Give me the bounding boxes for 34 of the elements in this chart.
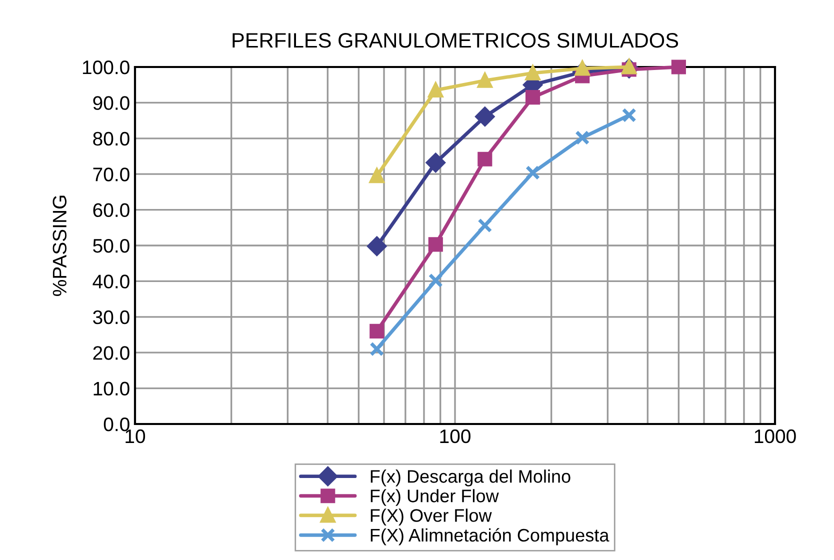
y-axis-title: %PASSING [52,196,67,296]
point [622,108,636,122]
x-tick-label: 100 [440,429,470,444]
chart-title: PERFILES GRANULOMETRICOS SIMULADOS [232,33,678,48]
y-tick-label: 80.0 [93,132,130,146]
y-tick-label: 60.0 [93,203,130,218]
y-tick-label: 20.0 [93,346,130,360]
point [478,152,492,166]
legend-label: F(X) Alimnetación Compuesta [370,528,610,546]
y-tick-label: 90.0 [93,96,130,110]
legend-label: F(x) Under Flow [370,489,499,506]
legend-label: F(x) Descarga del Molino [370,470,570,486]
y-tick-label: 40.0 [92,274,130,288]
y-tick-label: 70.0 [93,168,130,182]
y-tick-label: 50.0 [93,238,130,253]
y-tick-label: 10.0 [94,382,130,396]
x-tick-label: 1000 [754,429,796,444]
point [426,153,446,172]
y-tick-label: 100.0 [82,60,130,74]
y-tick-label: 30.0 [93,310,130,324]
point [525,66,540,80]
point [478,218,492,233]
point [525,165,540,180]
point [478,73,492,88]
legend-label: F(X) Over Flow [370,508,492,526]
point [475,107,494,126]
point [575,130,590,145]
point [428,237,443,252]
point [428,82,443,98]
y-tick-label: 0.0 [104,417,130,432]
point [671,60,686,74]
point [428,273,443,288]
point [525,90,540,105]
x-tick-label: 10 [126,429,146,444]
